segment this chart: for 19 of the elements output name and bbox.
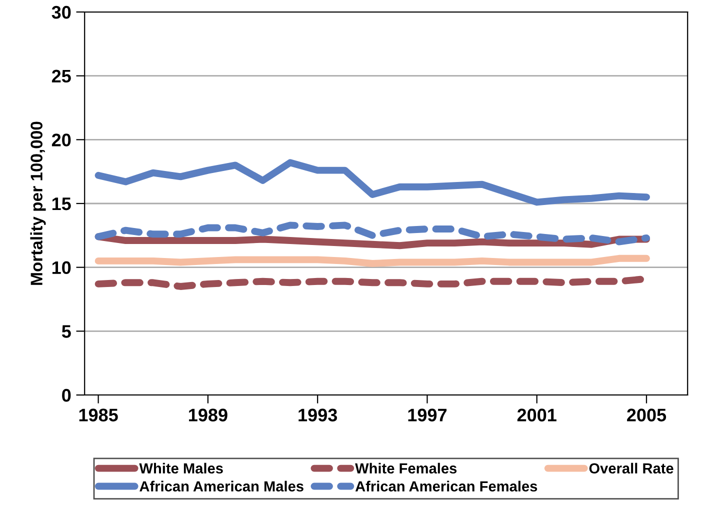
x-tick-label: 1997 (408, 408, 447, 422)
legend-label: African American Females (355, 480, 538, 492)
legend-label: White Males (139, 462, 223, 474)
legend-label: White Females (355, 462, 457, 474)
x-tick-label: 1993 (298, 408, 338, 422)
y-tick-label: 5 (62, 325, 71, 338)
y-axis-title: Mortality per 100,000 (30, 122, 46, 285)
legend-label: Overall Rate (589, 462, 674, 474)
x-tick-label: 1985 (79, 408, 118, 422)
y-tick-label: 15 (52, 198, 71, 210)
y-tick-label: 30 (52, 6, 71, 19)
x-tick-label: 2005 (627, 408, 666, 422)
x-tick-label: 1989 (188, 408, 228, 422)
y-tick-label: 0 (62, 388, 71, 402)
x-tick-label: 2001 (517, 408, 556, 422)
y-tick-label: 25 (52, 70, 71, 83)
y-tick-label: 10 (52, 261, 71, 274)
y-tick-label: 20 (52, 134, 71, 146)
legend-label: African American Males (140, 480, 304, 492)
